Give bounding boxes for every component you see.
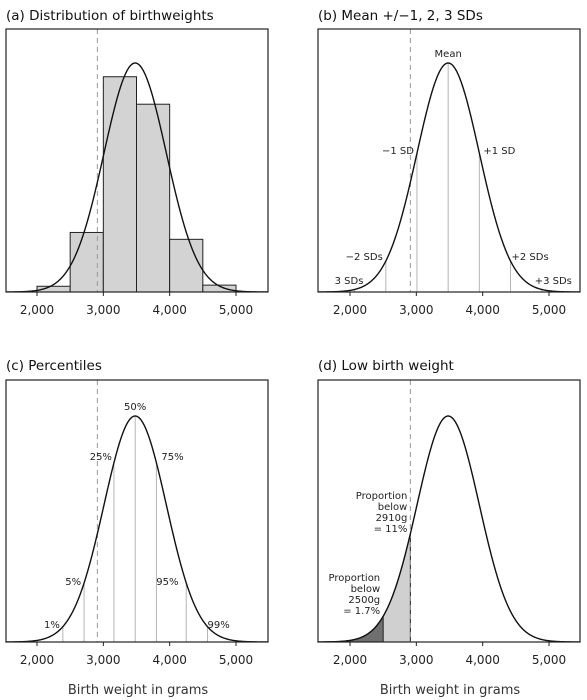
marker-label: +3 SDs bbox=[535, 276, 572, 287]
panel-frame bbox=[317, 28, 581, 293]
x-axis-label-c: Birth weight in grams bbox=[68, 683, 209, 698]
plot-area bbox=[6, 380, 268, 642]
panel-b-chart: 2,000 3,000 4,000 5,000 Mean −1 SD +1 SD −2 SDs… bbox=[317, 28, 581, 317]
plot-area bbox=[318, 380, 580, 642]
x-tick-label: 2,000 bbox=[333, 653, 367, 667]
marker-label: Mean bbox=[435, 49, 462, 60]
histogram-bar-5 bbox=[169, 238, 204, 292]
marker-label: 50% bbox=[124, 402, 146, 413]
marker-label: −1 SD bbox=[382, 146, 414, 157]
marker-label: −2 SDs bbox=[346, 252, 383, 263]
x-tick-label: 5,000 bbox=[219, 303, 253, 317]
x-tick-label: 4,000 bbox=[152, 303, 186, 317]
shaded-region-label: 2500g bbox=[348, 595, 380, 606]
marker-label: 5% bbox=[65, 577, 81, 588]
x-tick-label: 3,000 bbox=[399, 303, 433, 317]
x-axis-label-d: Birth weight in grams bbox=[380, 683, 521, 698]
x-tick-label: 2,000 bbox=[20, 653, 54, 667]
marker-label: 25% bbox=[90, 452, 112, 463]
panel-c-title: (c) Percentiles bbox=[6, 358, 102, 374]
panel-frame bbox=[5, 28, 269, 293]
histogram-bar-6 bbox=[202, 284, 237, 292]
x-tick-label: 2,000 bbox=[333, 303, 367, 317]
marker-label: 75% bbox=[161, 452, 183, 463]
shaded-region-label: Proportion bbox=[329, 573, 381, 584]
marker-label: 99% bbox=[207, 620, 229, 631]
x-tick-label: 5,000 bbox=[532, 303, 566, 317]
panel-a-chart: 2,000 3,000 4,000 5,000 bbox=[5, 28, 269, 317]
x-tick-label: 5,000 bbox=[219, 653, 253, 667]
x-tick-label: 3,000 bbox=[399, 653, 433, 667]
x-tick-label: 4,000 bbox=[152, 653, 186, 667]
marker-label: +2 SDs bbox=[512, 252, 549, 263]
shaded-region-label: Proportion bbox=[356, 491, 408, 502]
x-tick-label: 4,000 bbox=[465, 303, 499, 317]
x-tick-label: 4,000 bbox=[465, 653, 499, 667]
panel-frame bbox=[5, 379, 269, 643]
panel-frame bbox=[317, 379, 581, 643]
panel-d-chart: 2,000 3,000 4,000 5,000Proportionbelow2910g… bbox=[317, 379, 581, 667]
shaded-region-label: below bbox=[378, 502, 408, 513]
normal-curve bbox=[318, 415, 580, 642]
histogram-bar-2 bbox=[69, 231, 104, 292]
panel-a-title: (a) Distribution of birthweights bbox=[6, 8, 214, 24]
marker-label: +1 SD bbox=[483, 146, 515, 157]
x-tick-label: 3,000 bbox=[86, 303, 120, 317]
normal-curve bbox=[6, 415, 268, 642]
shaded-region-label: = 11% bbox=[374, 524, 408, 535]
plot-area bbox=[318, 29, 580, 292]
plot-area bbox=[6, 29, 268, 292]
marker-label: 1% bbox=[44, 620, 60, 631]
x-tick-label: 5,000 bbox=[532, 653, 566, 667]
panel-b-title: (b) Mean +/−1, 2, 3 SDs bbox=[318, 8, 483, 24]
shaded-region-label: = 1.7% bbox=[343, 606, 380, 617]
histogram-bar-4 bbox=[136, 103, 171, 292]
marker-label: 3 SDs bbox=[335, 276, 364, 287]
x-tick-label: 3,000 bbox=[86, 653, 120, 667]
shaded-region-label: 2910g bbox=[376, 513, 408, 524]
panel-c-chart: 2,000 3,000 4,000 5,000 1% 5% 25% 50% 75% 95% 99% bbox=[5, 379, 269, 667]
marker-label: 95% bbox=[156, 577, 178, 588]
shaded-region-label: below bbox=[351, 584, 381, 595]
normal-curve bbox=[318, 62, 580, 292]
histogram-bar-3 bbox=[102, 76, 138, 292]
panel-d-title: (d) Low birth weight bbox=[318, 358, 454, 374]
x-tick-label: 2,000 bbox=[20, 303, 54, 317]
normal-curve bbox=[6, 62, 268, 292]
